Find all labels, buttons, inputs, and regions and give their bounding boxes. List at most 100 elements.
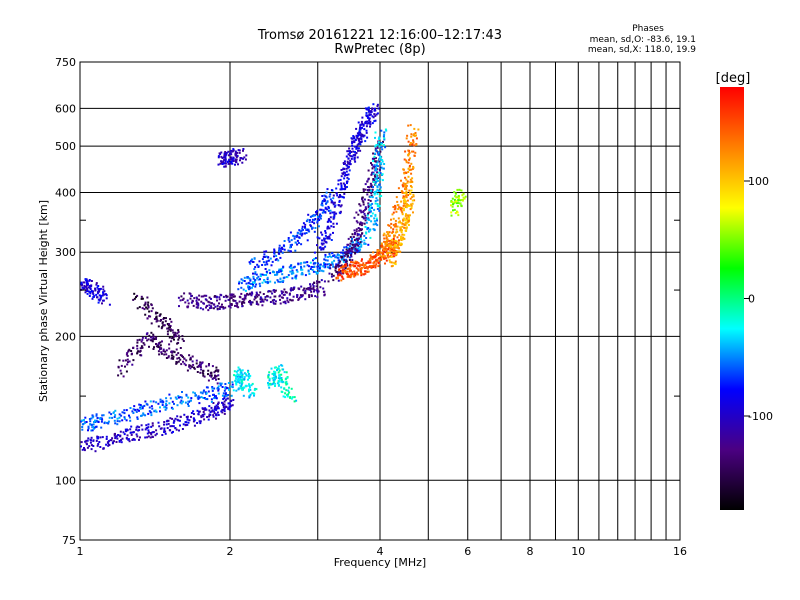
data-point	[362, 188, 365, 191]
data-point	[139, 404, 142, 406]
data-point	[157, 421, 160, 424]
data-point	[186, 418, 189, 421]
data-point	[378, 158, 381, 161]
data-point	[101, 418, 104, 421]
data-point	[356, 136, 359, 139]
data-point	[138, 306, 141, 309]
data-point	[167, 356, 170, 359]
data-point	[187, 403, 189, 406]
data-point	[199, 371, 202, 374]
data-point	[163, 353, 166, 356]
data-point	[281, 251, 284, 254]
data-point	[217, 389, 220, 392]
data-point	[342, 162, 345, 164]
data-point	[167, 355, 170, 358]
data-point	[236, 302, 239, 305]
data-point	[152, 400, 155, 403]
data-point	[319, 286, 322, 289]
data-point	[207, 369, 210, 372]
data-point	[374, 136, 376, 139]
data-point	[273, 255, 275, 258]
data-point	[237, 149, 240, 152]
data-point	[392, 252, 394, 255]
data-point	[371, 196, 374, 199]
data-point	[177, 329, 180, 332]
data-point	[165, 406, 168, 409]
data-point	[290, 299, 293, 302]
data-point	[326, 227, 329, 230]
data-point	[358, 229, 361, 232]
data-point	[165, 400, 168, 403]
data-point	[221, 386, 224, 388]
data-point	[229, 162, 232, 165]
data-point	[343, 251, 346, 254]
data-point	[376, 161, 379, 164]
data-point	[249, 278, 252, 281]
data-point	[408, 204, 411, 207]
data-point	[177, 352, 180, 355]
data-point	[214, 295, 217, 298]
data-point	[374, 223, 377, 226]
data-point	[99, 297, 102, 300]
data-point	[95, 414, 98, 417]
data-point	[355, 146, 358, 149]
data-point	[257, 278, 260, 281]
data-point	[365, 207, 368, 210]
data-point	[169, 328, 172, 331]
data-point	[81, 419, 84, 422]
data-point	[403, 201, 406, 204]
data-point	[397, 221, 400, 224]
data-point	[395, 210, 398, 213]
data-point	[331, 252, 334, 255]
data-point	[216, 304, 219, 307]
data-point	[220, 160, 223, 163]
data-point	[181, 391, 183, 393]
data-point	[383, 257, 385, 260]
data-point	[306, 239, 309, 242]
data-point	[334, 269, 337, 272]
data-point	[375, 178, 378, 181]
data-point	[124, 428, 127, 431]
data-point	[349, 242, 352, 245]
data-point	[214, 405, 217, 408]
data-point	[400, 243, 402, 246]
data-point	[256, 293, 259, 296]
data-point	[324, 265, 327, 268]
data-point	[374, 176, 377, 179]
data-point	[292, 234, 295, 237]
data-point	[351, 137, 354, 140]
data-point	[330, 189, 333, 192]
data-point	[305, 287, 308, 290]
data-point	[210, 398, 213, 401]
data-point	[215, 295, 218, 298]
data-point	[234, 299, 237, 302]
data-point	[385, 259, 388, 262]
data-point	[333, 213, 336, 216]
data-point	[278, 252, 281, 255]
data-point	[365, 112, 368, 115]
data-point	[453, 191, 456, 194]
data-point	[355, 220, 358, 223]
data-point	[360, 238, 362, 241]
data-point	[357, 149, 359, 152]
data-point	[298, 229, 301, 232]
data-point	[239, 369, 242, 372]
data-point	[353, 270, 356, 273]
data-point	[107, 420, 110, 423]
data-point	[385, 244, 388, 247]
data-point	[81, 428, 84, 431]
data-point	[311, 226, 313, 229]
data-point	[319, 246, 322, 249]
data-point	[288, 292, 291, 295]
data-point	[351, 155, 354, 158]
data-point	[235, 158, 238, 161]
data-point	[372, 262, 375, 264]
data-point	[373, 165, 376, 168]
data-point	[278, 375, 281, 378]
data-point	[454, 192, 457, 195]
data-point	[274, 289, 277, 292]
data-point	[374, 183, 377, 186]
data-point	[405, 217, 408, 220]
data-point	[107, 422, 110, 425]
data-point	[100, 296, 103, 299]
